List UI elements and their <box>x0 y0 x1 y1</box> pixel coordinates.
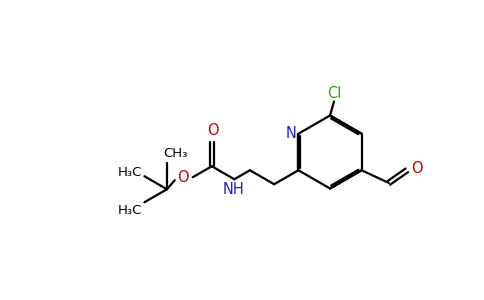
Text: N: N <box>286 126 297 141</box>
Text: H₃C: H₃C <box>118 166 143 179</box>
Text: CH₃: CH₃ <box>163 147 187 160</box>
Text: O: O <box>411 161 423 176</box>
Text: NH: NH <box>223 182 244 197</box>
Text: H₃C: H₃C <box>118 204 143 217</box>
Text: O: O <box>177 170 189 185</box>
Text: O: O <box>207 123 219 138</box>
Text: Cl: Cl <box>327 86 341 101</box>
